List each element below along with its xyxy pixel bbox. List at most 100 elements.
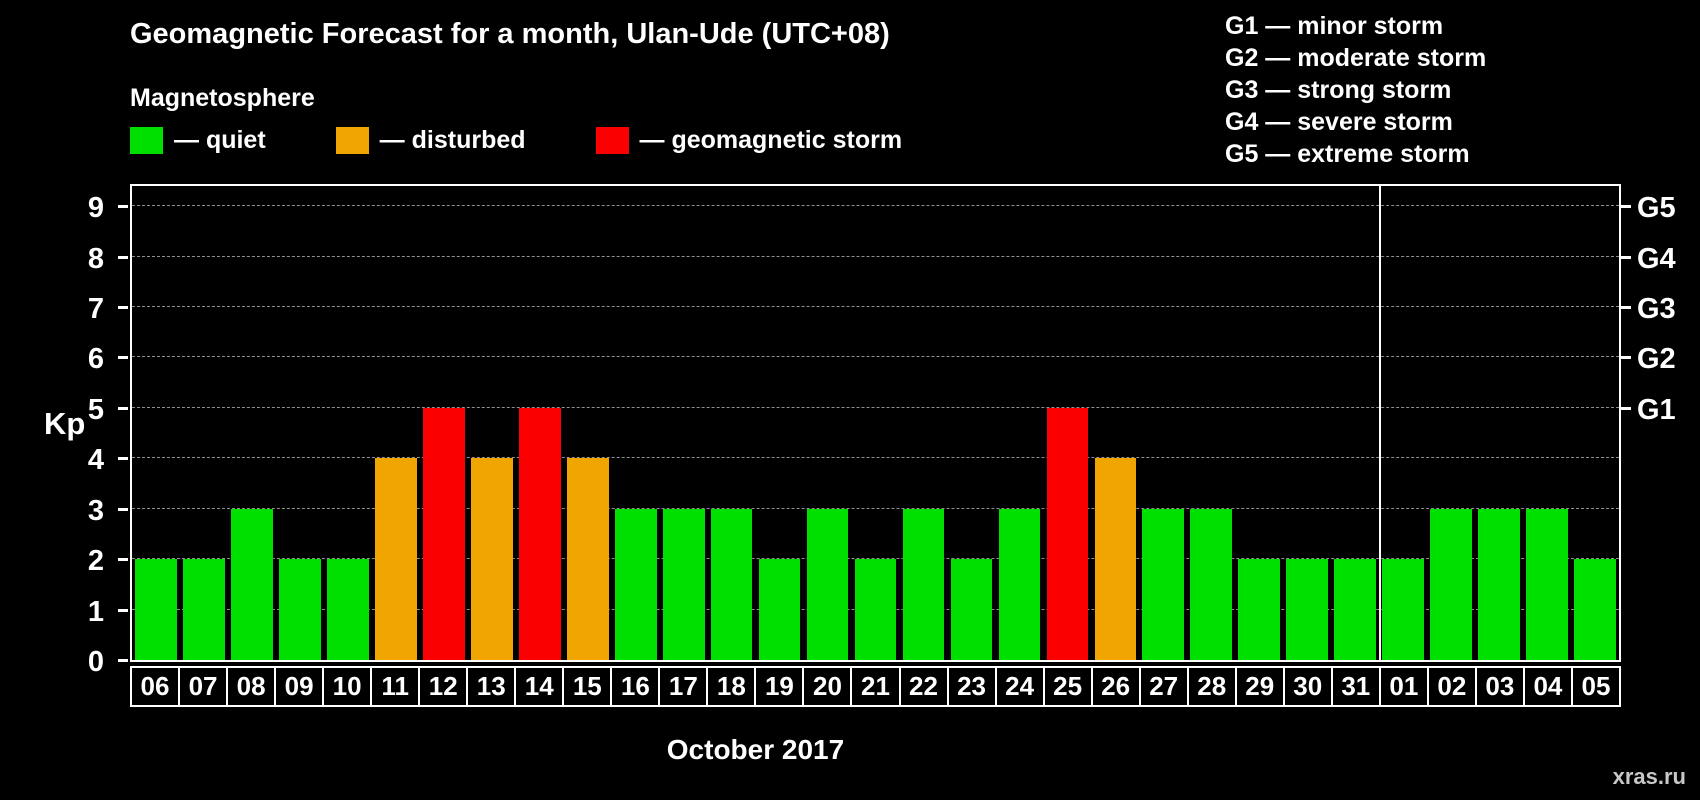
kp-tick-label-8: 8 [87,242,104,275]
kp-tick-label-7: 7 [87,293,104,326]
bar-slot [180,186,228,660]
kp-bar-day-29 [1238,559,1281,660]
x-axis-day-labels: 06 07 08 09 10 11 12 13 14 15 16 17 18 19 20 21 22 23 24 25… [130,666,1621,707]
plot-area [130,184,1621,662]
kp-bar-day-19 [758,559,801,660]
legend-item-disturbed: — disturbed [335,126,526,155]
kp-tick-mark [118,457,128,461]
kp-bar-day-27 [1142,508,1185,660]
day-label-10: 10 [322,666,373,707]
gridline-kp-3 [132,507,1619,509]
g-scale-tick-label-G1: G1 [1637,393,1676,426]
g1-legend-line: G1 — minor storm [1225,12,1444,40]
g-scale-tick-label-G3: G3 [1637,293,1676,326]
kp-bar-day-20 [806,508,849,660]
bar-slot [995,186,1043,660]
bar-slot [1427,186,1475,660]
bar-slot [660,186,708,660]
kp-bar-day-06 [135,559,177,660]
kp-tick-mark [118,608,128,612]
gridline-kp-6 [132,356,1619,358]
day-label-06: 06 [130,666,181,707]
magnetosphere-heading: Magnetosphere [130,84,315,112]
day-label-12: 12 [418,666,469,707]
bar-slot [947,186,995,660]
legend-label-disturbed: — disturbed [379,126,526,154]
day-label-30: 30 [1282,666,1333,707]
y-axis-title: Kp [44,406,86,441]
bar-slot [516,186,564,660]
day-label-05: 05 [1570,666,1621,707]
kp-tick-label-3: 3 [87,494,104,527]
legend-label-quiet: — quiet [174,126,266,154]
bar-slot [1379,186,1427,660]
day-label-18: 18 [706,666,757,707]
kp-bar-day-31 [1334,559,1377,660]
disturbed-color-swatch [335,127,369,154]
legend-item-quiet: — quiet [130,126,266,155]
kp-bar-day-11 [374,458,417,660]
kp-tick-mark [118,558,128,562]
kp-bar-day-12 [422,407,465,660]
bar-slot [276,186,324,660]
g-scale-tick-mark [1621,306,1631,310]
gridline-kp-7 [132,306,1619,308]
day-label-15: 15 [562,666,613,707]
bar-slot [804,186,852,660]
day-label-24: 24 [994,666,1045,707]
day-label-03: 03 [1474,666,1525,707]
day-label-31: 31 [1330,666,1381,707]
day-label-13: 13 [466,666,517,707]
day-label-04: 04 [1522,666,1573,707]
kp-tick-label-2: 2 [87,545,104,578]
kp-bar-day-25 [1046,407,1089,660]
day-label-09: 09 [274,666,325,707]
day-label-11: 11 [370,666,421,707]
kp-bar-day-22 [902,508,945,660]
kp-bar-day-14 [518,407,561,660]
bar-slot [420,186,468,660]
xras-watermark-link[interactable]: xras.ru [1612,764,1686,789]
bar-slot [1331,186,1379,660]
kp-tick-mark [118,507,128,511]
day-label-21: 21 [850,666,901,707]
g4-legend-line: G4 — severe storm [1225,108,1453,136]
g-scale-tick-label-G2: G2 [1637,343,1676,376]
g-scale-tick-mark [1621,205,1631,209]
kp-bar-day-26 [1094,458,1137,660]
day-label-08: 08 [226,666,277,707]
kp-bar-day-03 [1478,508,1520,660]
g-scale-legend: G1 — minor storm G2 — moderate storm G3 … [1225,10,1486,170]
g3-legend-line: G3 — strong storm [1225,76,1452,104]
bar-slot [1091,186,1139,660]
kp-tick-label-1: 1 [87,595,104,628]
bar-slot [1523,186,1571,660]
bar-slot [468,186,516,660]
kp-bar-day-05 [1574,559,1616,660]
bar-slot [756,186,804,660]
bar-slot [900,186,948,660]
bar-slot [1139,186,1187,660]
kp-bar-day-30 [1286,559,1329,660]
day-label-23: 23 [946,666,997,707]
bar-slot [852,186,900,660]
kp-tick-mark [118,406,128,410]
day-label-22: 22 [898,666,949,707]
month-separator-line [1379,186,1382,660]
kp-bar-day-04 [1526,508,1568,660]
bar-slot [132,186,180,660]
kp-bar-day-01 [1382,559,1425,660]
legend-label-storm: — geomagnetic storm [639,126,903,154]
x-axis-title: October 2017 [666,734,845,765]
day-label-28: 28 [1186,666,1237,707]
day-label-01: 01 [1378,666,1429,707]
gridline-kp-8 [132,255,1619,257]
g-scale-tick-mark [1621,255,1631,259]
kp-bar-day-13 [470,458,513,660]
kp-tick-label-9: 9 [87,192,104,225]
kp-tick-mark [118,659,128,662]
kp-bar-day-18 [710,508,753,660]
legend-item-storm: — geomagnetic storm [595,126,903,155]
bar-slot [1475,186,1523,660]
magnetosphere-legend: — quiet — disturbed — geomagnetic storm [130,126,902,155]
